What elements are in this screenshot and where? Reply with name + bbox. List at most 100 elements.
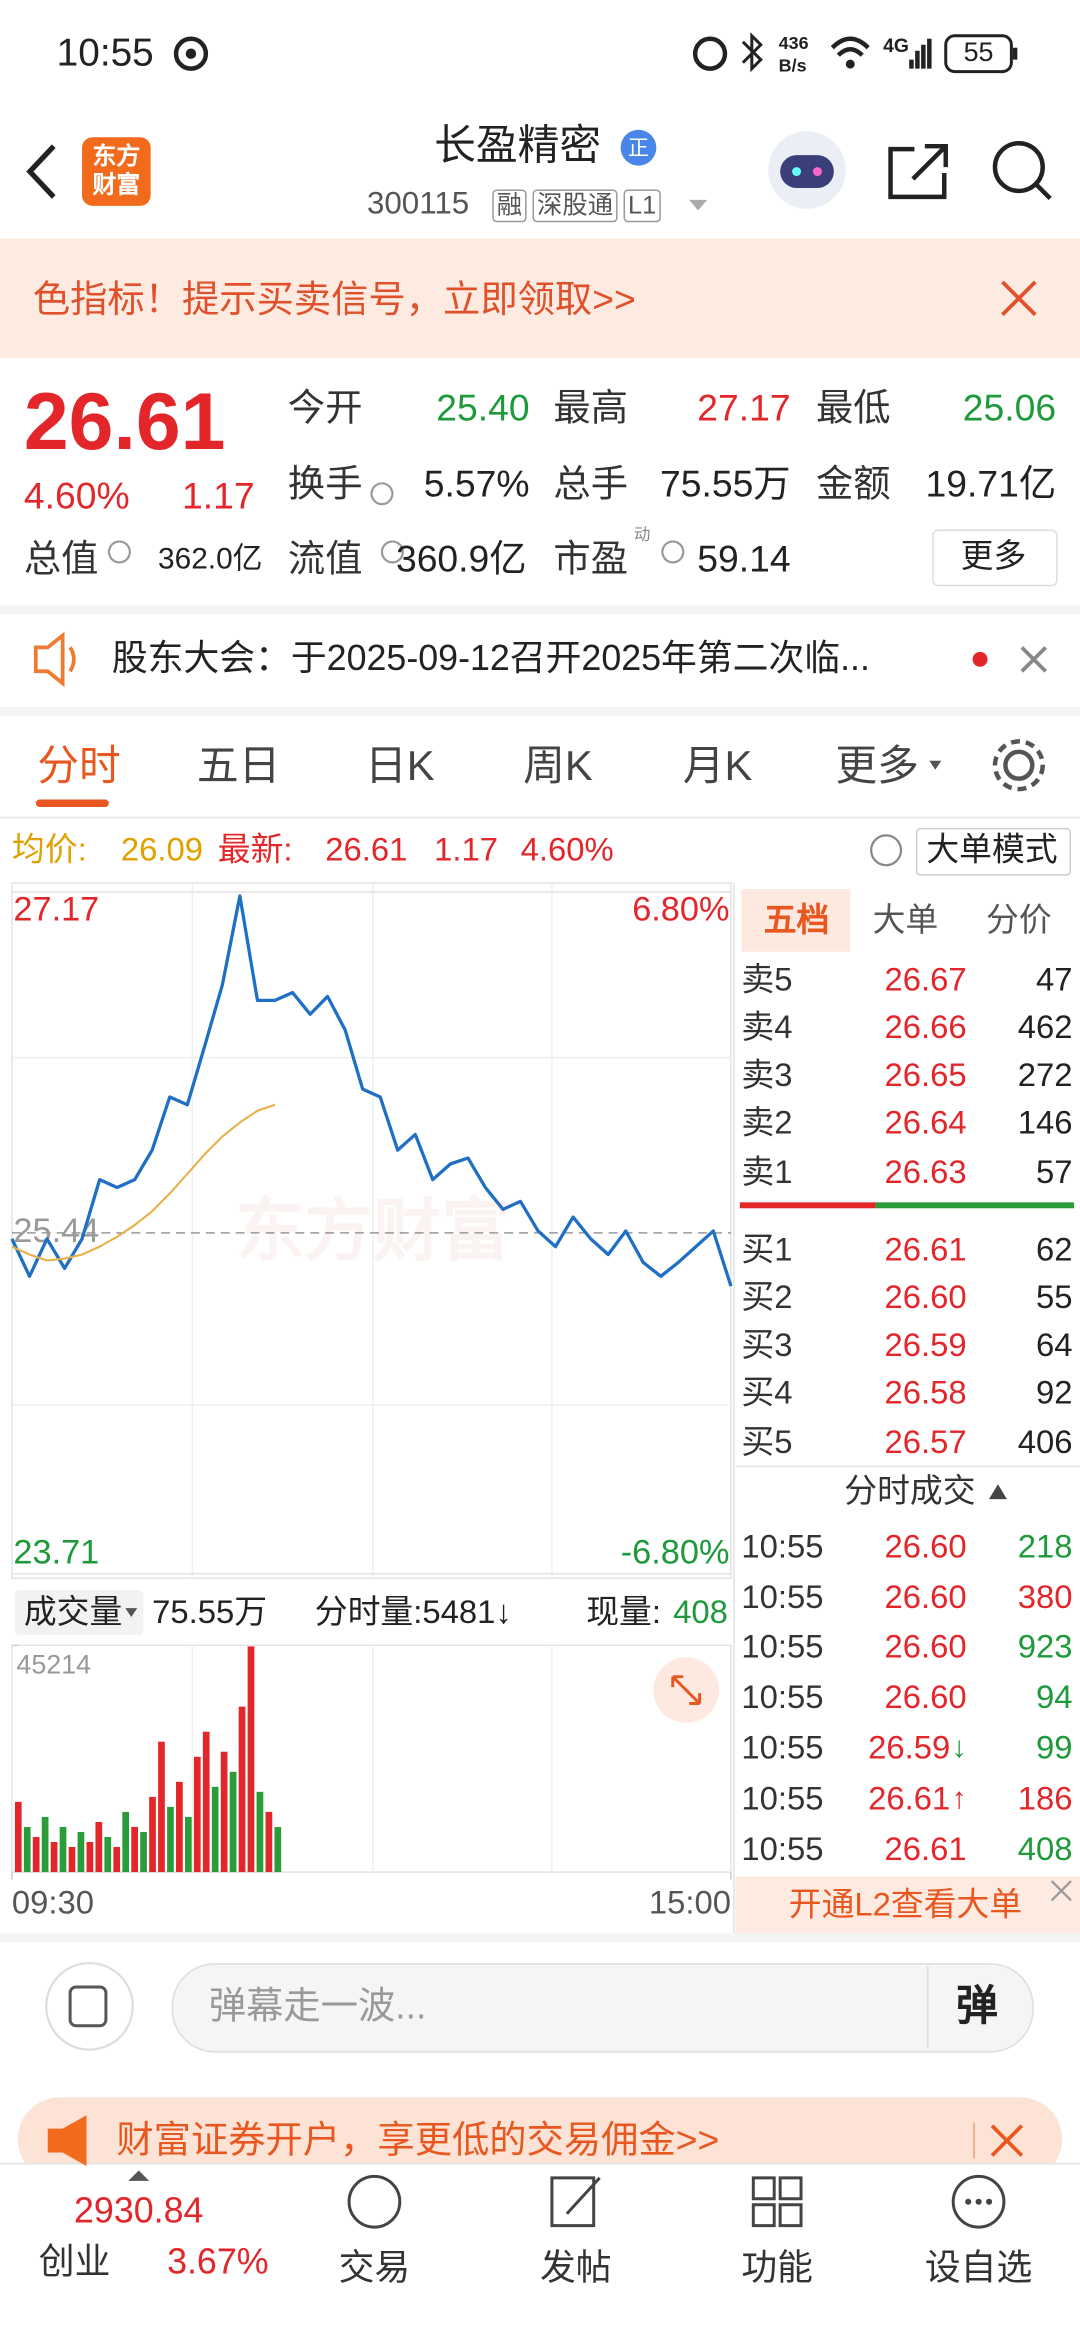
function-icon[interactable] xyxy=(751,2176,803,2228)
volume-label[interactable]: 成交量 xyxy=(23,1592,123,1631)
book-price: 26.59 xyxy=(884,1326,967,1364)
trade-time: 10:55 xyxy=(741,1728,824,1767)
mode-button[interactable]: 大单模式 xyxy=(926,830,1058,868)
field-value: 360.9亿 xyxy=(395,538,527,581)
expand-arrows xyxy=(671,1675,702,1706)
book-volume: 55 xyxy=(1036,1278,1073,1316)
stock-tag: 融 xyxy=(492,189,527,222)
input-box[interactable] xyxy=(171,1963,1034,2053)
trade-arrow: ↑ xyxy=(951,1782,967,1816)
assistant-eye xyxy=(792,167,802,177)
logo[interactable] xyxy=(82,137,151,206)
current-volume: 408 xyxy=(673,1592,728,1631)
notice-text[interactable]: 股东大会：于2025-09-12召开2025年第二次临... xyxy=(111,637,870,679)
status-time: 10:55 xyxy=(56,30,154,76)
close-icon[interactable] xyxy=(1001,280,1037,317)
field-label: 最低 xyxy=(815,387,891,430)
close-icon[interactable] xyxy=(1050,1880,1072,1902)
close-icon[interactable] xyxy=(990,2124,1024,2157)
share-icon[interactable] xyxy=(888,143,948,200)
mode-button[interactable] xyxy=(915,827,1072,876)
tab[interactable]: 分时 xyxy=(37,743,121,790)
help-icon[interactable] xyxy=(870,834,903,867)
book-volume: 92 xyxy=(1036,1374,1073,1412)
book-tab[interactable]: 大单 xyxy=(872,900,939,938)
field-value: 27.17 xyxy=(697,387,791,430)
nav-item[interactable]: 功能 xyxy=(741,2247,813,2288)
book-volume: 62 xyxy=(1036,1230,1073,1268)
wifi-icon xyxy=(830,36,870,57)
search-icon[interactable] xyxy=(992,140,1045,194)
post-icon[interactable] xyxy=(550,2176,601,2228)
field-label: 市盈 xyxy=(553,538,629,581)
book-tab[interactable]: 分价 xyxy=(986,900,1052,938)
volume-frame xyxy=(11,1644,732,1873)
book-price: 26.58 xyxy=(884,1374,967,1412)
watchlist-icon[interactable] xyxy=(951,2174,1006,2229)
badge: 正 xyxy=(628,135,649,160)
volume-bar xyxy=(32,1836,40,1873)
dropdown-icon[interactable] xyxy=(125,1608,138,1618)
more-button[interactable] xyxy=(932,529,1058,587)
x-tick-label: 09:30 xyxy=(12,1884,94,1921)
nav-item[interactable]: 设自选 xyxy=(924,2247,1033,2288)
tab[interactable]: 五日 xyxy=(196,743,281,790)
field-value: 5.57% xyxy=(423,463,530,506)
ask-bid-divider xyxy=(875,1202,1075,1209)
book-price: 26.57 xyxy=(884,1422,967,1460)
l2-link[interactable]: 开通L2查看大单 xyxy=(788,1885,1023,1923)
volume-bar xyxy=(77,1831,85,1873)
ad-text[interactable]: 财富证券开户，享更低的交易佣金>> xyxy=(116,2119,720,2162)
volume-bar xyxy=(14,1801,22,1873)
volume-bar xyxy=(50,1842,58,1873)
battery-icon xyxy=(944,34,1013,74)
collapse-icon[interactable] xyxy=(989,1484,1007,1500)
tab[interactable]: 月K xyxy=(682,743,753,790)
nav-item[interactable]: 发帖 xyxy=(539,2247,612,2288)
assistant-face xyxy=(780,155,834,188)
expand-icon[interactable] xyxy=(128,2170,150,2181)
volume-bar xyxy=(113,1847,121,1873)
barrage-button[interactable]: 弹 xyxy=(956,1982,998,2030)
book-volume: 146 xyxy=(1017,1104,1073,1142)
dropdown-icon[interactable] xyxy=(689,199,708,211)
ask-bid-divider xyxy=(739,1202,876,1209)
trade-volume: 408 xyxy=(1017,1829,1073,1868)
logo-text[interactable]: 东方财富 xyxy=(92,144,141,199)
volume-bar xyxy=(167,1806,174,1873)
field-value: 362.0亿 xyxy=(158,542,263,576)
stock-tag: 深股通 xyxy=(532,189,618,222)
book-tab[interactable]: 五档 xyxy=(763,900,830,938)
chart-frame xyxy=(11,882,732,1579)
info-icons[interactable] xyxy=(107,540,685,564)
tab[interactable]: 日K xyxy=(364,743,435,790)
tab[interactable]: 更多 xyxy=(835,743,919,790)
trades-title[interactable]: 分时成交 xyxy=(844,1472,976,1510)
volume-bar xyxy=(220,1751,228,1873)
banner-text[interactable]: 色指标！提示买卖信号，立即领取>> xyxy=(32,278,636,321)
more-button[interactable]: 更多 xyxy=(960,536,1027,575)
barrage-placeholder[interactable]: 弹幕走一波... xyxy=(208,1985,427,2028)
latest-change: 1.17 xyxy=(434,830,498,868)
trade-price: 26.59 xyxy=(868,1728,951,1767)
trade-time: 10:55 xyxy=(741,1779,824,1817)
tab[interactable]: 周K xyxy=(523,743,593,790)
field-label: 流值 xyxy=(287,538,363,581)
nav-item[interactable]: 交易 xyxy=(338,2247,411,2288)
banner-bg xyxy=(0,238,1080,359)
info-icon[interactable] xyxy=(370,482,394,506)
price-line xyxy=(10,894,733,1287)
book-level: 买4 xyxy=(741,1374,793,1412)
index-value[interactable]: 2930.84 xyxy=(74,2190,204,2231)
volume-selector[interactable] xyxy=(14,1590,144,1635)
avg-value: 26.09 xyxy=(120,830,203,868)
settings-icon[interactable] xyxy=(1003,749,1035,781)
close-icon[interactable] xyxy=(1020,646,1048,673)
trade-icon[interactable] xyxy=(347,2174,402,2229)
back-icon[interactable] xyxy=(26,144,56,199)
barrage-settings[interactable] xyxy=(45,1961,134,2051)
change: 1.17 xyxy=(181,475,255,518)
dropdown-icon[interactable] xyxy=(929,760,942,770)
field-label: 最高 xyxy=(553,387,629,430)
